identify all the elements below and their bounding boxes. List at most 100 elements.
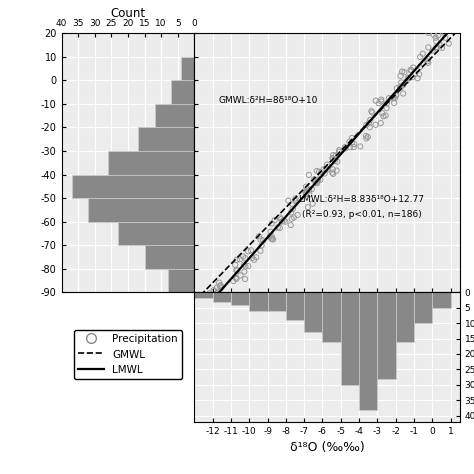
Point bbox=[390, 94, 397, 102]
Point bbox=[241, 255, 249, 262]
Point bbox=[205, 303, 213, 310]
Point bbox=[414, 74, 421, 82]
Point bbox=[405, 74, 412, 82]
Point bbox=[335, 148, 343, 155]
Point bbox=[268, 235, 276, 243]
Point bbox=[424, 59, 432, 67]
Point bbox=[213, 283, 221, 291]
Point bbox=[430, 31, 438, 38]
Point bbox=[432, 44, 440, 51]
Point bbox=[217, 282, 224, 289]
Point bbox=[363, 121, 370, 129]
Point bbox=[380, 112, 387, 120]
Point bbox=[241, 275, 249, 283]
Bar bbox=[414, 292, 432, 323]
Point bbox=[356, 143, 364, 150]
Bar bbox=[286, 292, 304, 320]
Point bbox=[244, 247, 252, 255]
Point bbox=[363, 135, 370, 142]
Point bbox=[445, 40, 453, 47]
Point bbox=[318, 168, 325, 176]
Text: GMWL:δ²H=8δ¹⁸O+10: GMWL:δ²H=8δ¹⁸O+10 bbox=[219, 96, 319, 105]
Point bbox=[288, 215, 295, 223]
Point bbox=[215, 279, 223, 286]
Point bbox=[267, 235, 275, 242]
Point bbox=[407, 66, 414, 73]
Point bbox=[334, 158, 341, 165]
Point bbox=[233, 256, 240, 264]
Point bbox=[313, 178, 321, 186]
Point bbox=[201, 306, 209, 313]
Bar bbox=[432, 292, 451, 308]
Text: (R²=0.93, p<0.01, n=186): (R²=0.93, p<0.01, n=186) bbox=[301, 210, 421, 219]
Point bbox=[411, 70, 419, 77]
Point bbox=[428, 47, 436, 55]
Point bbox=[425, 44, 432, 51]
Point bbox=[441, 34, 449, 42]
Point bbox=[303, 187, 310, 195]
Point bbox=[333, 167, 340, 174]
Point bbox=[377, 98, 385, 105]
Point bbox=[329, 151, 337, 159]
Point bbox=[267, 228, 274, 236]
Point bbox=[269, 236, 277, 243]
Point bbox=[328, 169, 336, 176]
Point bbox=[210, 286, 218, 294]
Point bbox=[400, 90, 407, 97]
Point bbox=[237, 272, 244, 279]
Point bbox=[309, 200, 317, 208]
Point bbox=[305, 191, 313, 198]
X-axis label: δ¹⁸O (‰‰): δ¹⁸O (‰‰) bbox=[290, 441, 365, 454]
Point bbox=[324, 165, 331, 173]
Point bbox=[216, 282, 224, 290]
Point bbox=[336, 146, 343, 154]
Point bbox=[397, 72, 404, 80]
Bar bbox=[145, 245, 194, 269]
Bar bbox=[322, 292, 341, 342]
Point bbox=[332, 152, 339, 159]
Point bbox=[320, 165, 328, 173]
Bar bbox=[213, 292, 231, 301]
Point bbox=[245, 262, 252, 270]
Point bbox=[271, 217, 279, 224]
Point bbox=[416, 53, 424, 61]
Point bbox=[372, 121, 379, 128]
Point bbox=[289, 201, 296, 208]
Point bbox=[310, 175, 318, 183]
Point bbox=[222, 293, 230, 301]
Bar bbox=[88, 198, 194, 222]
Point bbox=[282, 218, 289, 226]
Point bbox=[377, 96, 385, 103]
Point bbox=[284, 197, 292, 204]
Point bbox=[398, 79, 405, 86]
Point bbox=[232, 274, 240, 282]
Point bbox=[302, 183, 310, 191]
Point bbox=[274, 224, 282, 231]
Point bbox=[329, 155, 337, 162]
Point bbox=[294, 211, 301, 219]
Point bbox=[408, 66, 415, 74]
Point bbox=[348, 139, 356, 146]
Point bbox=[393, 84, 401, 92]
Point bbox=[436, 41, 443, 48]
Point bbox=[402, 77, 410, 85]
Bar bbox=[267, 292, 286, 311]
Point bbox=[367, 108, 375, 115]
Point bbox=[289, 205, 297, 213]
Point bbox=[419, 50, 427, 57]
Point bbox=[266, 233, 273, 240]
Point bbox=[304, 203, 312, 211]
Point bbox=[432, 37, 440, 45]
Point bbox=[276, 214, 283, 221]
Point bbox=[311, 176, 319, 184]
Point bbox=[242, 263, 249, 270]
Point bbox=[425, 29, 432, 36]
Point bbox=[305, 186, 313, 194]
Point bbox=[229, 277, 237, 285]
Point bbox=[365, 119, 373, 127]
Point bbox=[248, 254, 256, 262]
Point bbox=[258, 242, 265, 249]
Point bbox=[311, 178, 319, 186]
Point bbox=[341, 143, 349, 151]
Point bbox=[385, 94, 393, 102]
